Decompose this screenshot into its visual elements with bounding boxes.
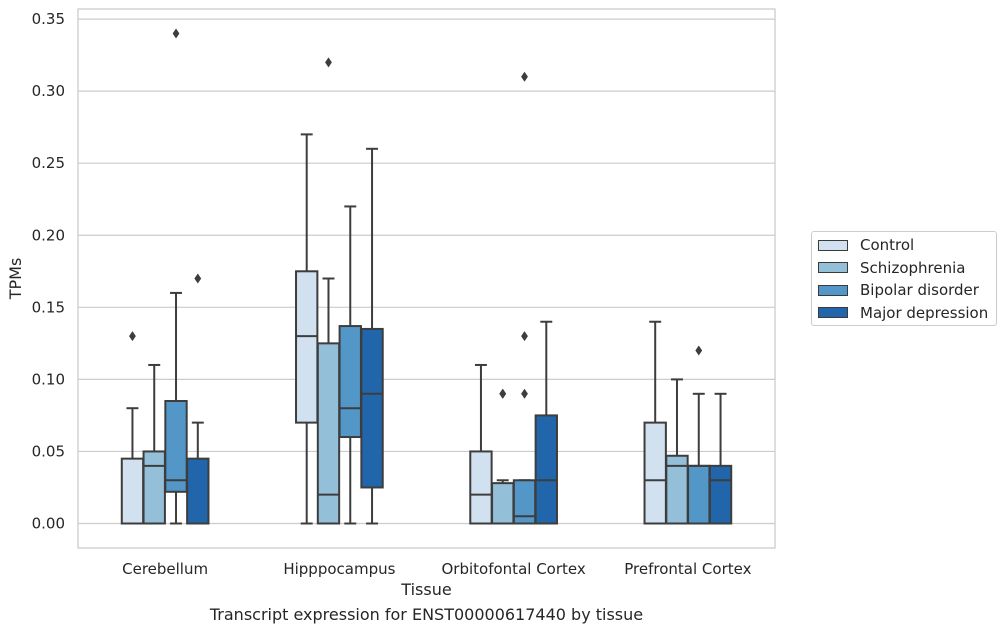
legend-item: Control	[812, 234, 996, 257]
box-0-1	[142, 363, 166, 525]
box-body	[360, 327, 384, 489]
box-0-0	[120, 331, 145, 525]
legend-item: Schizophrenia	[812, 257, 996, 280]
x-axis-ticks: Cerebellum Hipppocampus Orbitofontal Corte…	[122, 560, 751, 578]
box-2-1	[491, 388, 515, 525]
y-tick-label: 0.35	[32, 10, 65, 28]
box-0-3	[186, 273, 210, 525]
y-tick-label: 0.10	[32, 370, 65, 388]
outlier-point	[695, 345, 703, 356]
plot-area-frame	[77, 8, 776, 549]
y-tick-label: 0.15	[32, 298, 65, 316]
legend-swatch	[818, 307, 848, 319]
box-body	[469, 450, 493, 525]
y-tick-label: 0.25	[32, 154, 65, 172]
box-body	[643, 421, 667, 525]
outlier-point	[172, 28, 180, 39]
figure-caption: Transcript expression for ENST0000061744…	[209, 605, 644, 624]
y-axis-ticks: 0.00 0.05 0.10 0.15 0.20 0.25 0.30 0.35	[32, 10, 65, 532]
box-1-2	[338, 205, 362, 525]
box-3-1	[665, 378, 689, 525]
y-tick-label: 0.00	[32, 515, 65, 533]
chart-legend: Control Schizophrenia Bipolar disorder Majo…	[811, 231, 997, 326]
box-body	[186, 457, 210, 525]
y-tick-label: 0.20	[32, 226, 65, 244]
outlier-point	[129, 331, 136, 342]
box-1-1	[316, 57, 341, 525]
outlier-point	[194, 273, 202, 284]
outlier-point	[521, 71, 528, 82]
box-3-3	[708, 392, 733, 525]
box-body	[534, 414, 558, 525]
box-2-3	[534, 320, 558, 525]
legend-label: Control	[860, 236, 915, 255]
box-body	[708, 464, 733, 525]
box-body	[338, 325, 362, 439]
box-2-2	[512, 71, 537, 525]
legend-label: Schizophrenia	[860, 258, 966, 277]
y-axis-label: TPMs	[6, 258, 25, 301]
outlier-point	[521, 331, 528, 342]
legend-swatch	[818, 239, 848, 251]
box-body	[120, 457, 145, 525]
box-body	[142, 450, 166, 525]
box-body	[316, 342, 341, 525]
box-3-2	[687, 345, 711, 525]
box-body	[164, 400, 188, 493]
legend-swatch	[818, 284, 848, 296]
box-body	[687, 464, 711, 525]
y-tick-label: 0.05	[32, 442, 65, 460]
legend-label: Major depression	[860, 303, 989, 322]
x-tick-label: Orbitofontal Cortex	[442, 560, 586, 578]
y-tick-label: 0.30	[32, 82, 65, 100]
legend-item: Major depression	[812, 302, 996, 325]
gridlines	[78, 18, 775, 525]
legend-swatch	[818, 262, 848, 274]
x-axis-label: Tissue	[400, 580, 451, 599]
box-plot-marks	[120, 28, 733, 525]
legend-item: Bipolar disorder	[812, 279, 996, 302]
x-tick-label: Cerebellum	[122, 560, 208, 578]
x-tick-label: Prefrontal Cortex	[624, 560, 751, 578]
box-body	[491, 482, 515, 525]
outlier-point	[325, 57, 332, 68]
box-2-0	[469, 363, 493, 525]
box-3-0	[643, 320, 667, 525]
box-body	[295, 270, 319, 424]
box-1-0	[295, 133, 319, 525]
box-0-2	[164, 28, 188, 525]
outlier-point	[521, 388, 528, 399]
x-tick-label: Hipppocampus	[283, 560, 395, 578]
outlier-point	[499, 388, 507, 399]
box-1-3	[360, 147, 384, 525]
legend-label: Bipolar disorder	[860, 281, 979, 300]
